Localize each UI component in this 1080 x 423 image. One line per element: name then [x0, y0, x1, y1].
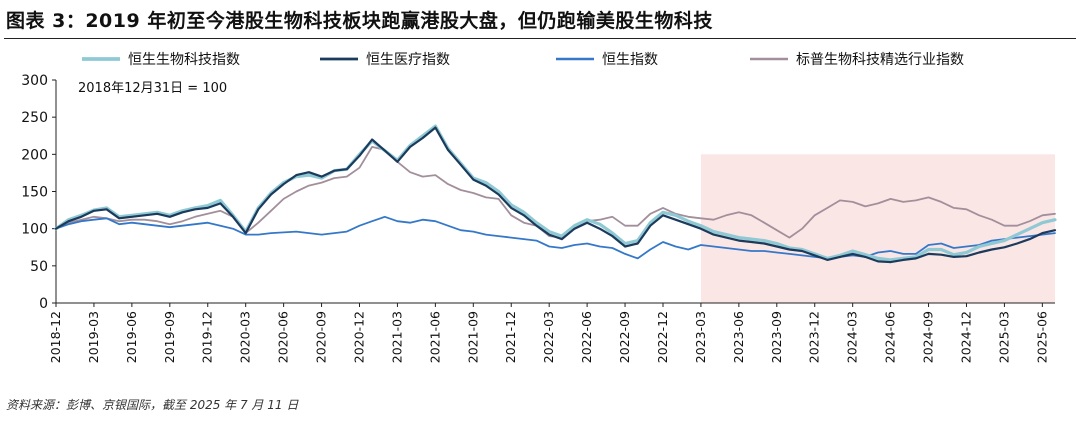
series-line — [55, 215, 1056, 260]
legend-label: 恒生医疗指数 — [366, 52, 450, 68]
x-tick-label: 2022-03 — [541, 311, 556, 363]
y-tick-label: 300 — [21, 73, 48, 89]
x-tick-label: 2023-12 — [807, 311, 822, 363]
y-tick-label: 250 — [21, 110, 48, 126]
title-divider — [4, 38, 1076, 39]
x-tick-label: 2021-09 — [465, 311, 480, 363]
y-tick-label: 100 — [21, 222, 48, 238]
x-tick-label: 2022-09 — [617, 311, 632, 363]
x-tick-label: 2022-12 — [655, 311, 670, 363]
legend-label: 恒生生物科技指数 — [128, 52, 240, 68]
x-tick-label: 2024-12 — [958, 311, 973, 363]
line-chart: 0 50 100 150 200 250 300 2018-12 2019-03 2019-06 2… — [21, 52, 1057, 363]
x-tick-label: 2024-09 — [921, 311, 936, 363]
x-tick-label: 2025-06 — [1034, 311, 1049, 363]
x-tick-label: 2025-03 — [996, 311, 1011, 363]
y-tick-label: 50 — [30, 259, 48, 275]
series-line — [54, 124, 1057, 262]
x-tick-label: 2023-03 — [693, 311, 708, 363]
x-tick-label: 2021-03 — [389, 311, 404, 363]
x-tick-label: 2024-06 — [883, 311, 898, 363]
chart-title: 图表 3：2019 年初至今港股生物科技板块跑赢港股大盘，但仍跑输美股生物科技 — [6, 10, 713, 32]
highlight-layer — [700, 154, 1055, 303]
legend-label: 标普生物科技精选行业指数 — [796, 52, 964, 68]
y-tick-label: 150 — [21, 185, 48, 201]
x-tick-label: 2023-09 — [769, 311, 784, 363]
x-tick-label: 2022-06 — [579, 311, 594, 363]
x-tick-label: 2024-03 — [845, 311, 860, 363]
y-tick-label: 0 — [39, 296, 48, 312]
x-tick-label: 2020-06 — [276, 311, 291, 363]
series-layer — [54, 124, 1057, 264]
x-tick-label: 2021-06 — [427, 311, 442, 363]
x-tick-label: 2019-09 — [162, 311, 177, 363]
x-tick-label: 2020-12 — [351, 311, 366, 363]
x-tick-label: 2019-12 — [200, 311, 215, 363]
legend-label: 恒生指数 — [602, 52, 658, 68]
x-tick-label: 2019-03 — [86, 311, 101, 363]
x-tick-label: 2019-06 — [124, 311, 139, 363]
x-tick-label: 2023-06 — [731, 311, 746, 363]
series-line — [54, 126, 1057, 264]
x-tick-label: 2020-09 — [314, 311, 329, 363]
x-tick-label: 2020-03 — [238, 311, 253, 363]
x-tick-label: 2021-12 — [503, 311, 518, 363]
x-tick-label: 2018-12 — [48, 311, 63, 363]
legend-layer: 恒生生物科技指数 恒生医疗指数 恒生指数 标普生物科技精选行业指数 — [82, 52, 964, 68]
y-tick-label: 200 — [21, 147, 48, 163]
axes-layer: 0 50 100 150 200 250 300 2018-12 2019-03 2019-06 2… — [21, 73, 1055, 363]
highlight-region — [700, 154, 1055, 303]
base-date-annotation: 2018年12月31日 = 100 — [78, 81, 227, 96]
source-note: 资料来源：彭博、京银国际，截至 2025 年 7 月 11 日 — [6, 398, 299, 412]
